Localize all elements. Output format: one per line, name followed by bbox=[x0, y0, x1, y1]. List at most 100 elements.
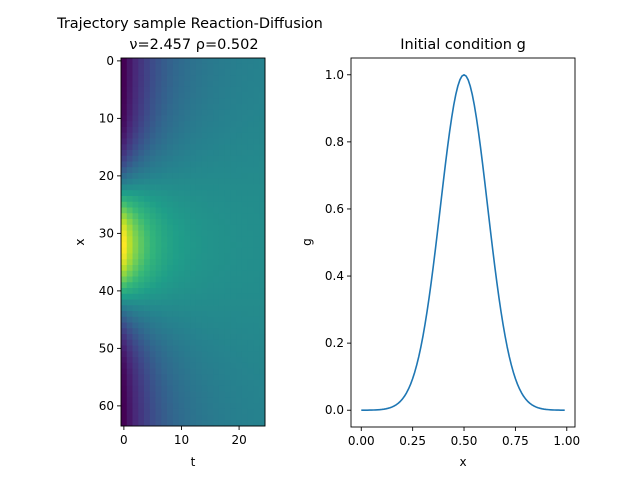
heatmap-cell bbox=[144, 403, 151, 410]
heatmap-cell bbox=[207, 155, 214, 162]
heatmap-cell bbox=[184, 138, 191, 145]
heatmap-cell bbox=[224, 224, 231, 231]
heatmap-cell bbox=[190, 247, 197, 254]
heatmap-cell bbox=[172, 276, 179, 283]
heatmap-cell bbox=[144, 265, 151, 272]
heatmap-cell bbox=[230, 98, 237, 105]
heatmap-cell bbox=[241, 357, 249, 364]
heatmap-cell bbox=[167, 328, 174, 335]
heatmap-cell bbox=[155, 253, 162, 260]
heatmap-cell bbox=[172, 207, 179, 214]
heatmap-cell bbox=[132, 414, 139, 421]
heatmap-cell bbox=[218, 322, 226, 329]
heatmap-cell bbox=[247, 345, 254, 352]
heatmap-cell bbox=[201, 345, 208, 352]
heatmap-cell bbox=[195, 328, 203, 335]
heatmap-cell bbox=[184, 230, 191, 237]
heatmap-cell bbox=[207, 127, 214, 134]
heatmap-cell bbox=[224, 150, 231, 157]
heatmap-cell bbox=[201, 328, 208, 335]
heatmap-cell bbox=[253, 276, 260, 283]
heatmap-cell bbox=[213, 127, 220, 134]
heatmap-cell bbox=[201, 362, 208, 369]
heatmap-cell bbox=[167, 408, 174, 415]
heatmap-cell bbox=[190, 167, 197, 174]
heatmap-cell bbox=[195, 420, 203, 427]
line-point bbox=[524, 365, 526, 367]
heatmap-cell bbox=[207, 397, 214, 404]
heatmap-cell bbox=[230, 132, 237, 139]
heatmap-cell bbox=[149, 184, 156, 191]
heatmap-cell bbox=[161, 293, 168, 300]
heatmap-cell bbox=[201, 190, 208, 197]
heatmap-cell bbox=[172, 403, 179, 410]
heatmap-cell bbox=[201, 293, 208, 300]
heatmap-x-tick-label: 0 bbox=[120, 433, 128, 447]
heatmap-cell bbox=[149, 351, 156, 358]
heatmap-cell bbox=[161, 104, 168, 111]
heatmap-cell bbox=[167, 213, 174, 220]
heatmap-cell bbox=[138, 63, 145, 70]
heatmap-cell bbox=[138, 374, 145, 381]
heatmap-cell bbox=[161, 132, 168, 139]
heatmap-cell bbox=[207, 213, 214, 220]
heatmap-cell bbox=[230, 414, 237, 421]
heatmap-cell bbox=[167, 362, 174, 369]
heatmap-cell bbox=[121, 63, 128, 70]
heatmap-cell bbox=[201, 357, 208, 364]
line-y-tick-label: 0.0 bbox=[325, 403, 344, 417]
heatmap-cell bbox=[213, 236, 220, 243]
heatmap-cell bbox=[121, 81, 128, 88]
heatmap-cell bbox=[218, 184, 226, 191]
heatmap-cell bbox=[121, 115, 128, 122]
heatmap-cell bbox=[201, 58, 208, 65]
heatmap-cell bbox=[241, 299, 249, 306]
heatmap-cell bbox=[241, 385, 249, 392]
heatmap-cell bbox=[230, 86, 237, 93]
heatmap-cell bbox=[253, 351, 260, 358]
heatmap-cell bbox=[201, 368, 208, 375]
heatmap-cell bbox=[259, 408, 266, 415]
heatmap-cell bbox=[149, 58, 156, 65]
heatmap-cell bbox=[224, 155, 231, 162]
heatmap-cell bbox=[247, 132, 254, 139]
heatmap-cell bbox=[190, 138, 197, 145]
heatmap-cell bbox=[241, 253, 249, 260]
heatmap-cell bbox=[230, 104, 237, 111]
heatmap-cell bbox=[259, 138, 266, 145]
heatmap-cell bbox=[241, 351, 249, 358]
heatmap-cell bbox=[161, 420, 168, 427]
line-point bbox=[432, 208, 434, 210]
heatmap-cell bbox=[172, 253, 179, 260]
heatmap-cell bbox=[155, 276, 162, 283]
heatmap-cell bbox=[201, 196, 208, 203]
heatmap-cell bbox=[195, 334, 203, 341]
heatmap-cell bbox=[207, 190, 214, 197]
heatmap-cell bbox=[241, 224, 249, 231]
heatmap-cell bbox=[155, 173, 162, 180]
heatmap-cell bbox=[132, 75, 139, 82]
heatmap-cell bbox=[184, 150, 191, 157]
heatmap-cell bbox=[236, 115, 243, 122]
heatmap-cell bbox=[138, 109, 145, 116]
heatmap-cell bbox=[167, 75, 174, 82]
heatmap-cell bbox=[132, 109, 139, 116]
heatmap-cell bbox=[241, 339, 249, 346]
heatmap-cell bbox=[247, 385, 254, 392]
line-point bbox=[360, 408, 362, 410]
heatmap-cell bbox=[224, 127, 231, 134]
heatmap-cell bbox=[247, 86, 254, 93]
heatmap-cell bbox=[213, 247, 220, 254]
heatmap-cell bbox=[247, 127, 254, 134]
heatmap-cell bbox=[167, 161, 174, 168]
heatmap-cell bbox=[213, 408, 220, 415]
heatmap-cell bbox=[121, 288, 128, 295]
heatmap-cell bbox=[213, 190, 220, 197]
heatmap-cell bbox=[121, 316, 128, 323]
heatmap-cell bbox=[132, 81, 139, 88]
heatmap-cell bbox=[236, 58, 243, 65]
heatmap-cell bbox=[190, 345, 197, 352]
heatmap-cell bbox=[195, 288, 203, 295]
heatmap-cell bbox=[184, 144, 191, 151]
heatmap-cell bbox=[213, 92, 220, 99]
